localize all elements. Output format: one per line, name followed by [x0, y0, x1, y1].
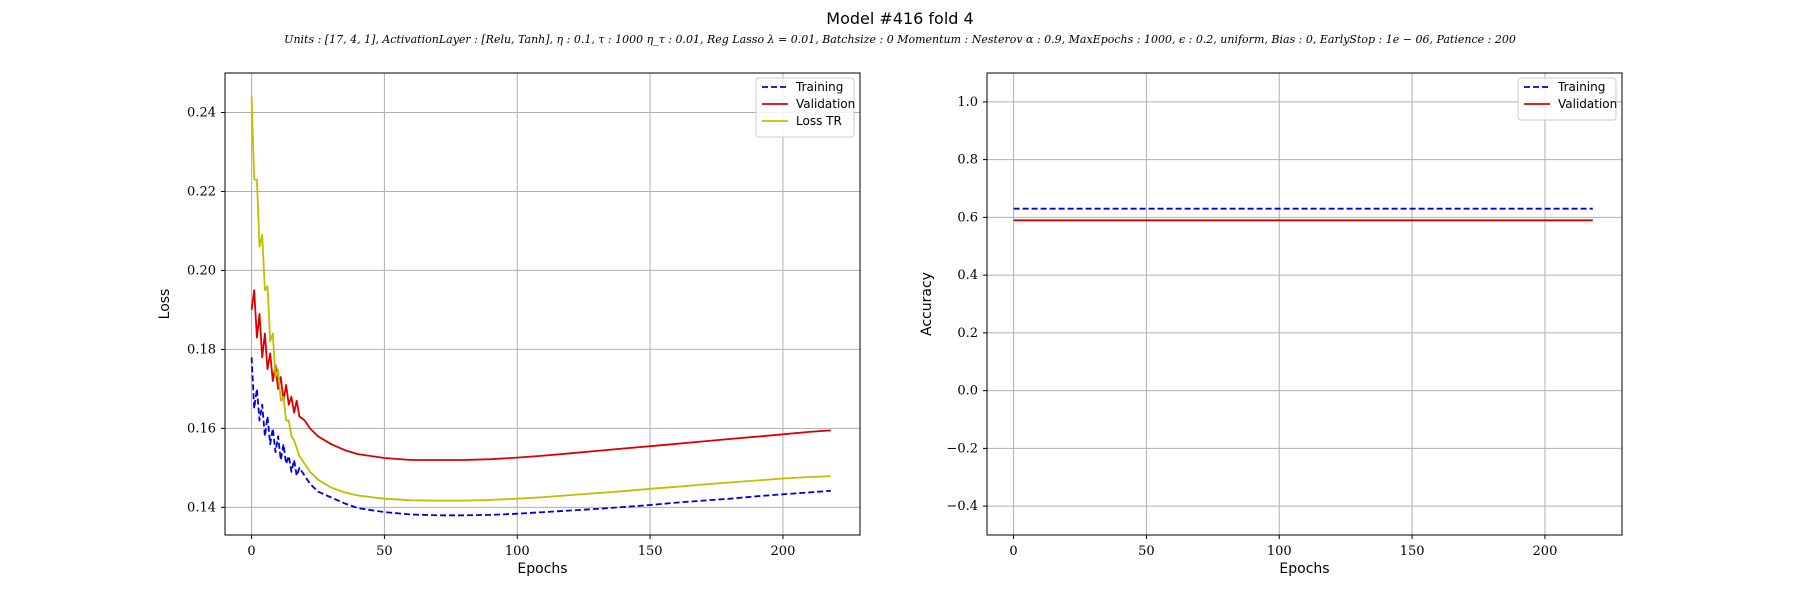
accuracy-plot: 0 50 100 150 200 −0.4 −0.2 0.0 0.2 0.4 0.6 0.8 1.0 Ep… [919, 72, 1623, 577]
x-tick-label: 0 [1009, 544, 1017, 559]
loss-plot: 0 50 100 150 200 0.14 0.16 0.18 0.20 0.22 0.24 Epoc… [157, 72, 861, 577]
x-tick-label: 150 [638, 544, 663, 559]
axes-frame [986, 72, 1623, 536]
legend-label: Training [1557, 80, 1605, 94]
y-tick-label: 0.0 [957, 384, 978, 399]
y-axis-label: Accuracy [919, 272, 935, 336]
y-tick-label: −0.2 [946, 441, 978, 456]
legend-label: Validation [1558, 97, 1617, 111]
x-tick-label: 50 [1138, 544, 1155, 559]
y-tick-label: 0.6 [957, 210, 978, 225]
y-tick-label: 0.2 [957, 326, 978, 341]
legend: Training Validation Loss TR [755, 77, 855, 138]
y-tick-label: −0.4 [946, 499, 978, 514]
x-axis-label: Epochs [1279, 561, 1329, 577]
x-tick-label: 200 [1533, 544, 1558, 559]
x-tick-label: 0 [247, 544, 255, 559]
legend-label: Validation [796, 97, 855, 111]
y-tick-label: 0.20 [187, 263, 216, 278]
legend-label: Loss TR [796, 114, 842, 128]
y-tick-label: 1.0 [957, 95, 978, 110]
y-tick-label: 0.22 [187, 184, 216, 199]
figure-subtitle: Units : [17, 4, 1], ActivationLayer : [R… [284, 33, 1516, 46]
y-tick-label: 0.14 [187, 500, 216, 515]
series-line-training [250, 357, 831, 517]
y-tick-label: 0.18 [187, 342, 216, 357]
x-tick-label: 200 [771, 544, 796, 559]
x-tick-label: 100 [1267, 544, 1292, 559]
figure-title: Model #416 fold 4 [826, 9, 973, 28]
y-tick-label: 0.8 [957, 153, 978, 168]
legend: Training Validation [1517, 77, 1617, 121]
axes-frame [224, 72, 861, 536]
series-line-validation [250, 289, 831, 461]
x-axis-label: Epochs [517, 561, 567, 577]
legend-box [755, 77, 855, 138]
x-tick-label: 150 [1400, 544, 1425, 559]
y-tick-label: 0.24 [187, 105, 216, 120]
x-tick-label: 100 [505, 544, 530, 559]
legend-label: Training [795, 80, 843, 94]
y-tick-label: 0.16 [187, 421, 216, 436]
y-axis-label: Loss [157, 289, 173, 320]
series-line-loss-tr [250, 96, 831, 502]
legend-box [1517, 77, 1617, 121]
x-tick-label: 50 [376, 544, 393, 559]
y-tick-label: 0.4 [957, 268, 978, 283]
